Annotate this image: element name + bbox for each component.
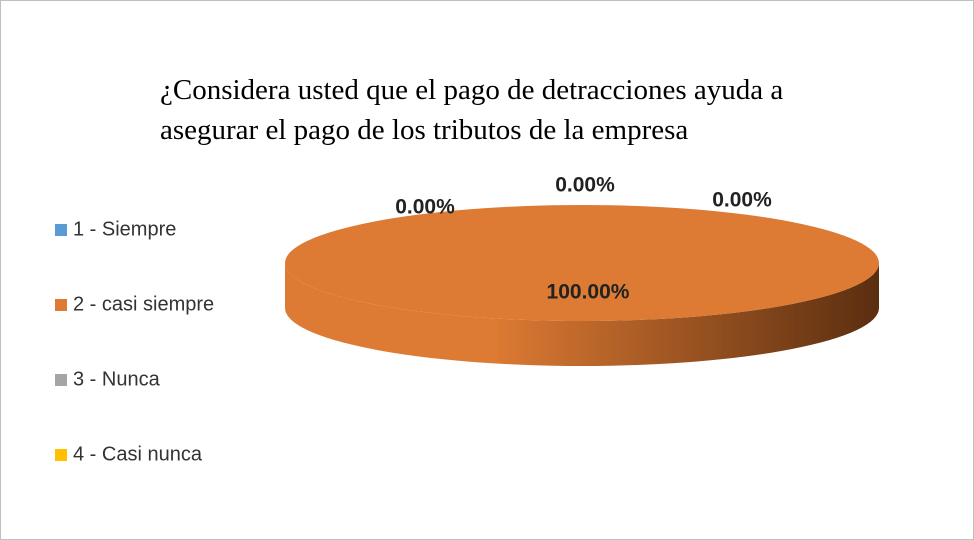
- legend-swatch: [55, 299, 67, 311]
- legend-swatch: [55, 374, 67, 386]
- legend-label: 1 - Siempre: [73, 218, 176, 240]
- legend-swatch: [55, 449, 67, 461]
- legend-label: 2 - casi siempre: [73, 293, 214, 315]
- data-label: 0.00%: [712, 189, 772, 212]
- legend-swatch: [55, 224, 67, 236]
- chart-title: ¿Considera usted que el pago de detracci…: [160, 74, 784, 146]
- data-label: 100.00%: [547, 281, 630, 304]
- legend-label: 3 - Nunca: [73, 368, 161, 390]
- pie-slice-side: [285, 263, 879, 366]
- data-label: 0.00%: [395, 196, 455, 219]
- data-label: 0.00%: [555, 174, 615, 197]
- legend-label: 4 - Casi nunca: [73, 443, 203, 465]
- pie-slice: [285, 205, 879, 321]
